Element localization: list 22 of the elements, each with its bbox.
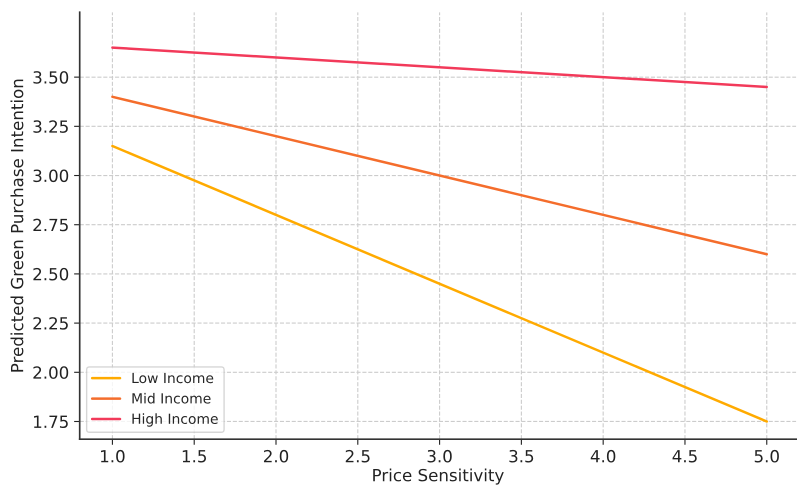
x-tick-label: 3.0 [428, 450, 452, 463]
y-tick-label: 1.75 [34, 416, 68, 428]
y-tick-label: 2.00 [33, 366, 68, 379]
y-tick-label: 2.50 [33, 268, 68, 280]
y-tick-label: 2.25 [33, 317, 68, 330]
x-tick-label: 5.0 [754, 450, 779, 463]
x-tick-label: 4.0 [590, 450, 616, 463]
x-tick-label: 2.5 [346, 450, 370, 463]
x-tick-label: 4.5 [672, 450, 697, 463]
x-tick-label: 2.0 [264, 450, 288, 463]
y-tick-label: 3.25 [33, 120, 68, 133]
x-tick-label: 1.5 [182, 450, 206, 463]
y-tick-label: 3.50 [33, 71, 68, 84]
x-axis-title: Price Sensitivity [373, 468, 504, 485]
y-tick-label: 2.75 [33, 218, 68, 232]
legend-label: Low Income [132, 372, 214, 384]
legend-label: Mid Income [132, 392, 211, 404]
y-axis-title: Predicted Green Purchase Intention [10, 80, 24, 372]
y-tick-label: 3.00 [33, 169, 68, 182]
x-tick-label: 3.5 [509, 450, 534, 463]
x-tick-label: 1.0 [100, 450, 125, 463]
legend-label: High Income [132, 413, 218, 427]
